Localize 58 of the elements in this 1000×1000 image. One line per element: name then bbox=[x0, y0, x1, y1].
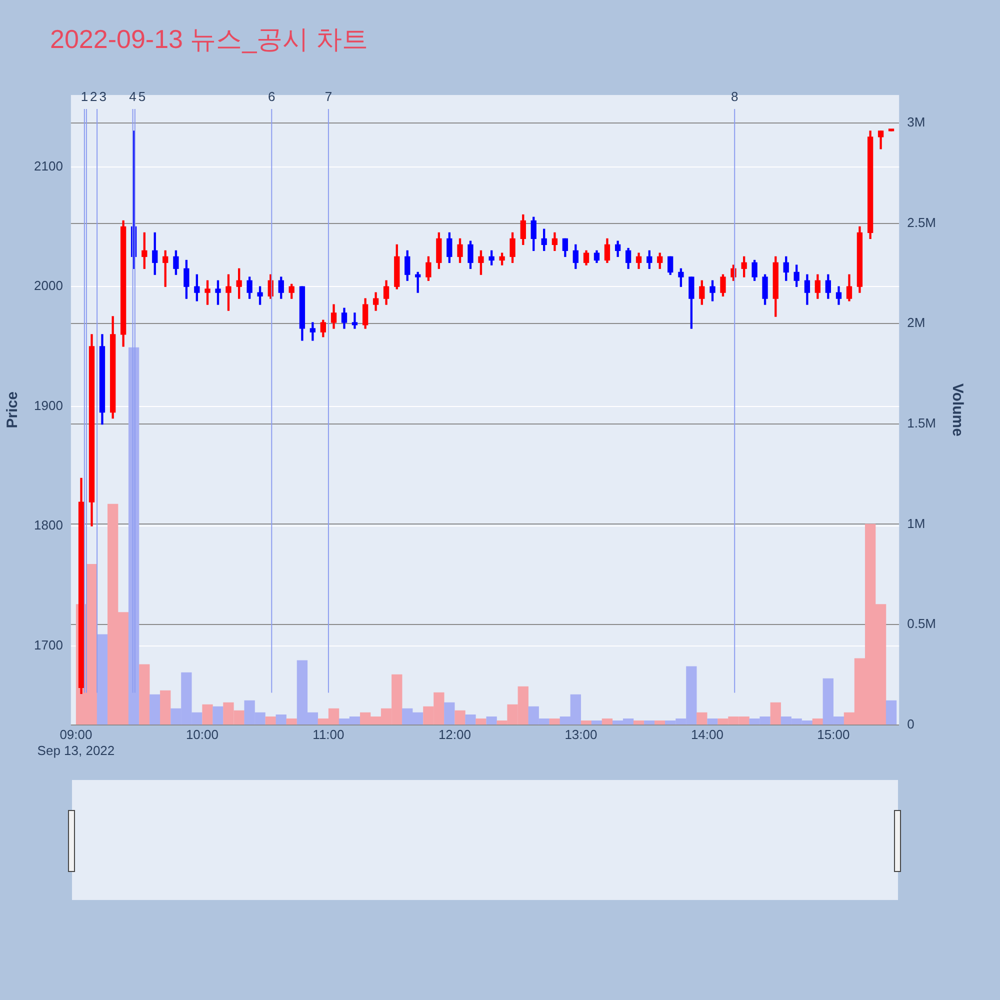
annotation: 3 bbox=[99, 89, 107, 104]
bar bbox=[886, 700, 897, 725]
annotation: 6 bbox=[268, 89, 276, 104]
bar bbox=[476, 718, 486, 725]
bar bbox=[202, 704, 213, 725]
x-tick-label: 09:00 Sep 13, 2022 bbox=[37, 727, 115, 758]
bar bbox=[770, 702, 781, 725]
y-axis-title: Price bbox=[4, 392, 22, 428]
y2-axis-title: Volume bbox=[948, 383, 966, 436]
y2-tick-label: 1.5M bbox=[907, 416, 936, 431]
y2-tick-label: 0.5M bbox=[907, 616, 936, 632]
bar bbox=[286, 718, 297, 725]
y-tick-label: 2100 bbox=[34, 158, 63, 174]
bar bbox=[644, 720, 655, 725]
x-tick-label: 11:00 bbox=[312, 727, 344, 742]
x-tick-label: 12:00 bbox=[438, 727, 471, 742]
bar bbox=[96, 634, 108, 725]
annotation: 4 bbox=[129, 89, 136, 104]
bar bbox=[580, 720, 592, 725]
annotation: 8 bbox=[730, 89, 738, 104]
bar bbox=[633, 720, 644, 725]
bar bbox=[465, 714, 476, 725]
x-tick-label: 14:00 bbox=[690, 727, 724, 742]
bar bbox=[160, 690, 171, 725]
x-tick-label: 15:00 bbox=[817, 727, 850, 742]
annotation: 2 bbox=[90, 89, 98, 104]
bar bbox=[139, 664, 150, 725]
bar bbox=[549, 718, 560, 725]
bar bbox=[265, 716, 276, 725]
bar bbox=[444, 702, 455, 725]
y2-tick-label: 2.5M bbox=[907, 214, 936, 230]
bar bbox=[486, 716, 497, 725]
bar bbox=[276, 714, 286, 725]
x-tick-label: 10:00 bbox=[186, 727, 218, 742]
bar bbox=[812, 718, 823, 725]
y2-tick-label: 1M bbox=[907, 516, 926, 531]
bar bbox=[707, 718, 718, 725]
y-tick-label: 1900 bbox=[34, 398, 63, 413]
annotation: 1 bbox=[80, 89, 88, 104]
bar bbox=[454, 710, 466, 725]
candlestick bbox=[352, 312, 358, 329]
y2-tick-label: 2M bbox=[907, 315, 926, 330]
bar bbox=[212, 706, 224, 725]
y2-tick-label: 0 bbox=[907, 716, 914, 732]
y2-tick-label: 3M bbox=[907, 114, 926, 130]
annotation: 7 bbox=[324, 89, 332, 104]
candlestick bbox=[310, 322, 316, 341]
chart-title: 2022-09-13 뉴스_공시 차트 bbox=[50, 23, 368, 56]
y-tick-label: 2000 bbox=[34, 278, 63, 294]
bar bbox=[602, 718, 613, 725]
y-tick-label: 1700 bbox=[34, 637, 63, 652]
annotation: 5 bbox=[138, 89, 146, 104]
bar bbox=[150, 694, 160, 725]
y-tick-label: 1800 bbox=[34, 518, 63, 533]
bar bbox=[654, 720, 666, 725]
x-tick-label: 13:00 bbox=[564, 727, 598, 742]
bar bbox=[696, 712, 708, 725]
bar bbox=[591, 720, 602, 725]
